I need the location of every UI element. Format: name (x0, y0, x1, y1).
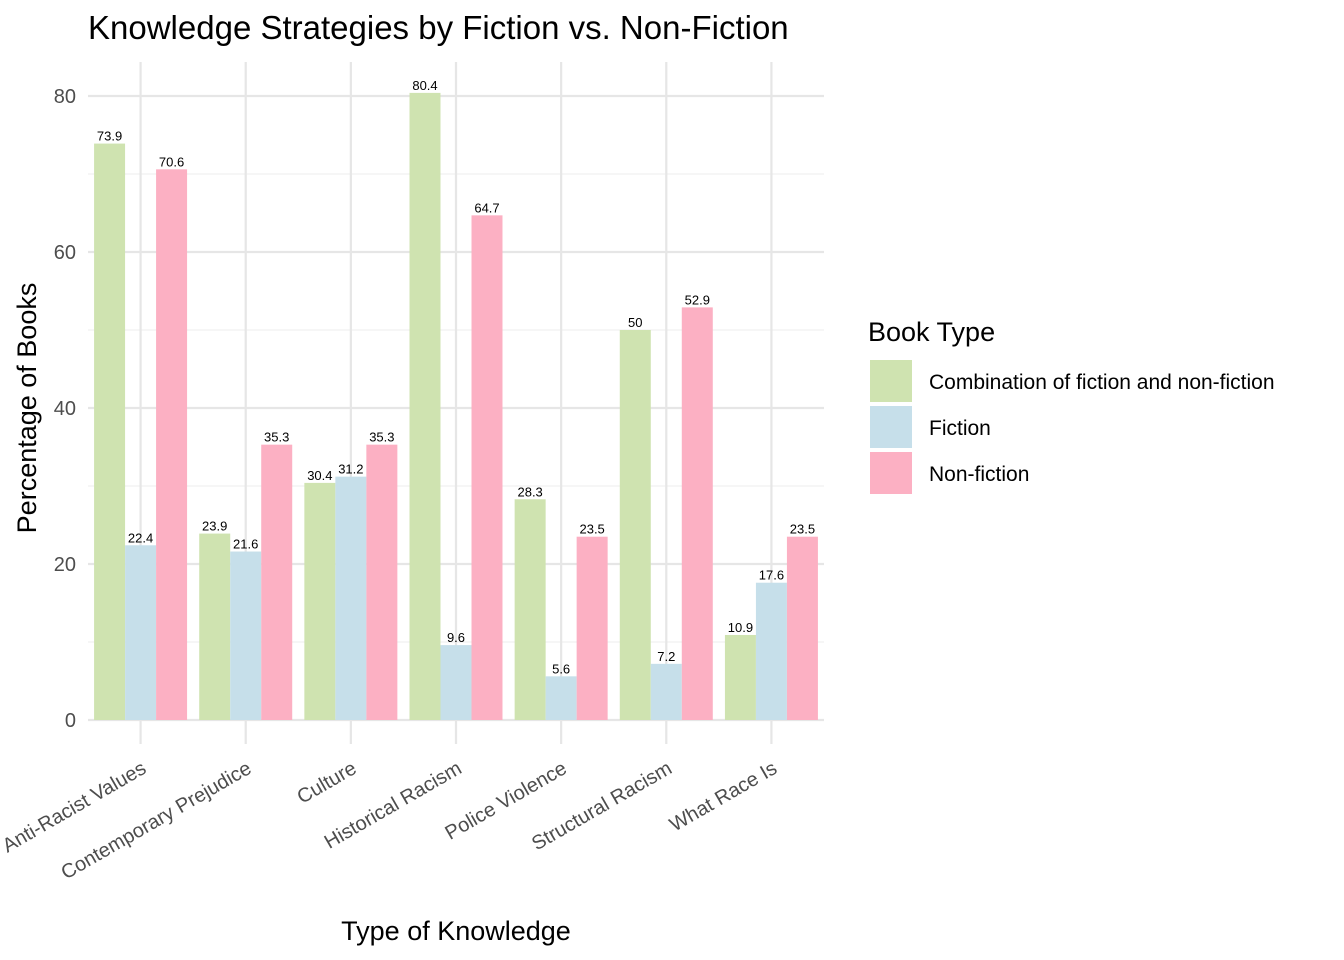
bar (125, 545, 157, 720)
y-tick-label: 60 (54, 242, 76, 264)
data-label: 64.7 (474, 200, 499, 215)
data-label: 52.9 (685, 292, 710, 307)
bar (230, 551, 262, 720)
bar (304, 482, 336, 720)
bar (576, 536, 608, 720)
y-tick-label: 80 (54, 86, 76, 108)
data-label: 30.4 (307, 468, 332, 483)
legend-key (870, 406, 912, 448)
legend-key (870, 452, 912, 494)
bar (156, 169, 188, 720)
legend-key (870, 360, 912, 402)
bar (514, 499, 546, 720)
bar (545, 676, 577, 720)
data-label: 22.4 (128, 530, 153, 545)
bar (440, 645, 472, 720)
legend: Book Type Combination of fiction and non… (868, 317, 1275, 494)
bar (409, 92, 441, 720)
data-label: 35.3 (369, 430, 394, 445)
x-axis-title: Type of Knowledge (341, 916, 571, 946)
data-label: 31.2 (338, 462, 363, 477)
data-label: 70.6 (159, 154, 184, 169)
data-label: 28.3 (517, 484, 542, 499)
x-tick-label: Culture (294, 757, 361, 808)
data-label: 23.5 (790, 522, 815, 537)
bar (786, 536, 818, 720)
y-tick-label: 0 (65, 710, 76, 732)
bar (366, 444, 398, 720)
data-label: 21.6 (233, 537, 258, 552)
chart-title: Knowledge Strategies by Fiction vs. Non-… (88, 9, 789, 46)
legend-label: Non-fiction (929, 463, 1029, 486)
bar (261, 444, 293, 720)
x-tick-label: Contemporary Prejudice (57, 757, 255, 884)
data-label: 50 (628, 315, 642, 330)
plot-area: 73.9 23.9 30.4 80.4 28.3 50 10.9 22.4 21.6 31.2 9.… (0, 62, 824, 884)
data-label: 35.3 (264, 430, 289, 445)
data-label: 7.2 (657, 649, 675, 664)
data-label: 23.5 (579, 522, 604, 537)
bar (94, 143, 126, 720)
data-label: 9.6 (447, 630, 465, 645)
bar (335, 476, 367, 720)
data-label: 5.6 (552, 661, 570, 676)
bar (619, 330, 651, 720)
bar (199, 533, 231, 720)
bar (755, 582, 787, 720)
data-label: 73.9 (97, 129, 122, 144)
x-tick-label: What Race Is (666, 757, 781, 836)
y-tick-label: 40 (54, 398, 76, 420)
data-label: 17.6 (759, 568, 784, 583)
legend-label: Combination of fiction and non-fiction (929, 371, 1275, 394)
data-label: 10.9 (728, 620, 753, 635)
bar (681, 307, 713, 720)
data-label: 23.9 (202, 519, 227, 534)
legend-title: Book Type (868, 317, 995, 347)
y-tick-label: 20 (54, 554, 76, 576)
legend-label: Fiction (929, 417, 991, 440)
bar (724, 634, 756, 720)
bar (471, 215, 503, 720)
data-label: 80.4 (412, 78, 437, 93)
bar (650, 663, 682, 720)
y-axis-title: Percentage of Books (12, 283, 42, 534)
